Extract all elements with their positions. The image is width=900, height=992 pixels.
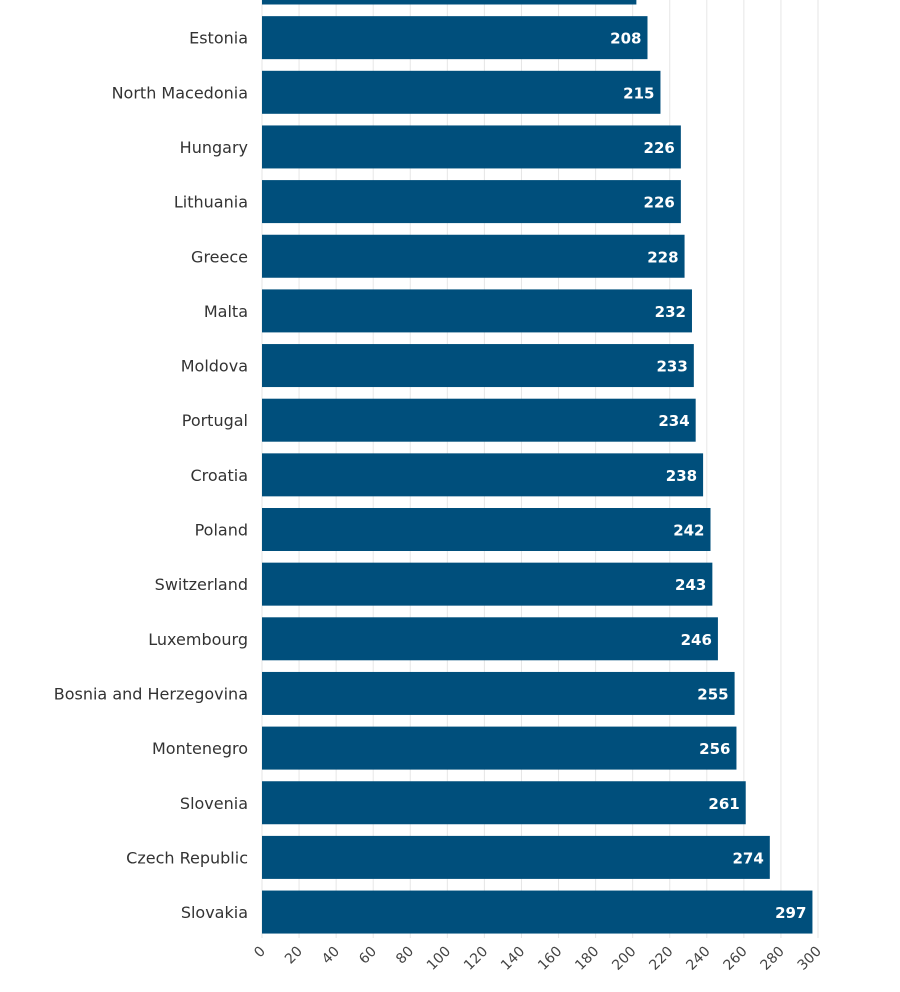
value-label: 232 bbox=[655, 303, 686, 321]
bar bbox=[262, 70, 661, 114]
x-tick-label: 120 bbox=[461, 944, 491, 974]
x-tick-label: 200 bbox=[609, 944, 639, 974]
value-label: 255 bbox=[697, 685, 728, 703]
bar bbox=[262, 890, 813, 934]
bar bbox=[262, 125, 681, 169]
x-tick-label: 280 bbox=[758, 944, 788, 974]
x-tick-label: 0 bbox=[251, 944, 269, 962]
value-label: 238 bbox=[666, 467, 697, 485]
category-label: North Macedonia bbox=[112, 83, 248, 102]
category-labels: Estonia North Macedonia Hungary Lithuania Gr… bbox=[54, 29, 248, 922]
x-tick-label: 240 bbox=[683, 944, 713, 974]
bar bbox=[262, 289, 692, 333]
value-label: 274 bbox=[733, 849, 764, 867]
bar bbox=[262, 726, 737, 770]
category-label: Czech Republic bbox=[126, 848, 248, 867]
category-label: Greece bbox=[191, 247, 248, 266]
bar bbox=[262, 398, 696, 442]
category-label: Estonia bbox=[189, 29, 248, 48]
value-label: 233 bbox=[657, 358, 688, 376]
bar bbox=[262, 671, 735, 715]
category-label: Portugal bbox=[182, 411, 248, 430]
x-tick-label: 140 bbox=[498, 944, 528, 974]
category-label: Slovakia bbox=[181, 903, 248, 922]
x-axis-ticks: 0 20 40 60 80 100 120 140 160 180 200 220 240 260 280 3… bbox=[251, 944, 825, 974]
value-label: 228 bbox=[647, 248, 678, 266]
bar bbox=[262, 234, 685, 278]
bar bbox=[262, 508, 711, 551]
category-label: Poland bbox=[195, 521, 248, 540]
x-tick-label: 300 bbox=[795, 944, 825, 974]
bar bbox=[262, 781, 746, 825]
category-label: Montenegro bbox=[152, 739, 248, 758]
x-tick-label: 40 bbox=[319, 944, 343, 968]
x-tick-label: 20 bbox=[282, 944, 306, 968]
bar bbox=[262, 16, 648, 60]
x-tick-label: 80 bbox=[393, 944, 417, 968]
bar bbox=[262, 835, 770, 879]
x-tick-label: 60 bbox=[356, 944, 380, 968]
value-label: 215 bbox=[623, 84, 654, 102]
value-label: 226 bbox=[644, 139, 675, 157]
x-tick-label: 100 bbox=[424, 944, 454, 974]
bars bbox=[262, 0, 813, 934]
category-label: Hungary bbox=[180, 138, 248, 157]
bar bbox=[262, 344, 694, 388]
value-label: 246 bbox=[681, 631, 712, 649]
category-label: Bosnia and Herzegovina bbox=[54, 684, 248, 703]
value-label: 243 bbox=[675, 576, 706, 594]
category-label: Malta bbox=[204, 302, 248, 321]
value-label: 234 bbox=[658, 412, 689, 430]
bar bbox=[262, 562, 713, 606]
x-tick-label: 160 bbox=[535, 944, 565, 974]
x-tick-label: 180 bbox=[572, 944, 602, 974]
value-label: 226 bbox=[644, 194, 675, 212]
x-tick-label: 220 bbox=[646, 944, 676, 974]
x-tick-label: 260 bbox=[720, 944, 750, 974]
category-label: Moldova bbox=[181, 357, 248, 376]
value-label: 256 bbox=[699, 740, 730, 758]
value-label: 261 bbox=[708, 795, 739, 813]
bar bbox=[262, 0, 637, 5]
category-label: Slovenia bbox=[180, 794, 248, 813]
bar bbox=[262, 453, 704, 497]
value-label: 242 bbox=[673, 522, 704, 540]
category-label: Lithuania bbox=[174, 193, 248, 212]
bar bbox=[262, 180, 681, 224]
value-label: 208 bbox=[610, 30, 641, 48]
category-label: Switzerland bbox=[155, 575, 248, 594]
category-label: Luxembourg bbox=[148, 630, 248, 649]
value-labels: 208 215 226 226 228 232 233 234 238 242 243 246 255 2… bbox=[610, 30, 806, 922]
value-label: 297 bbox=[775, 904, 806, 922]
bar bbox=[262, 617, 718, 661]
category-label: Croatia bbox=[190, 466, 248, 485]
